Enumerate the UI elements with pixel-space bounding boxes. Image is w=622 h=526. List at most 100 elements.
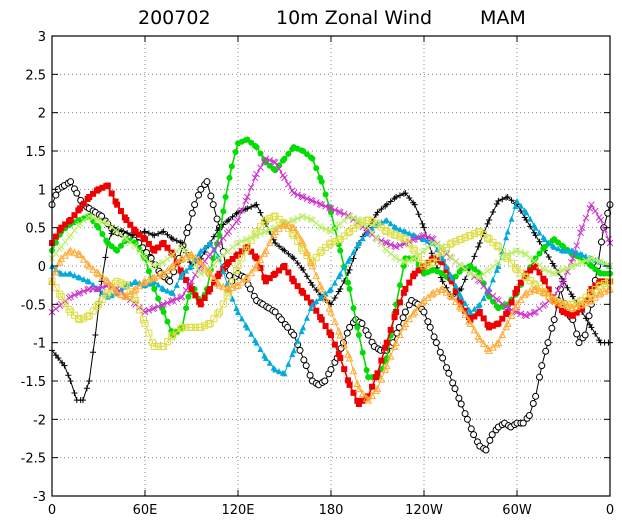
data-point — [158, 301, 166, 309]
data-point — [530, 309, 538, 316]
data-point — [294, 283, 301, 290]
data-point — [541, 288, 549, 297]
data-point — [346, 323, 354, 331]
data-point — [113, 288, 121, 297]
data-point — [480, 294, 487, 301]
data-point — [266, 156, 274, 164]
y-tick-label: -1 — [33, 337, 46, 352]
data-point — [80, 314, 88, 322]
data-point — [154, 261, 162, 268]
data-point — [207, 286, 214, 292]
data-point — [284, 323, 292, 331]
data-point — [489, 276, 496, 283]
data-point — [260, 218, 268, 226]
data-point — [158, 270, 166, 278]
data-point — [80, 397, 86, 404]
data-point — [145, 268, 152, 275]
data-point — [424, 318, 432, 326]
data-point — [160, 228, 167, 235]
data-point — [548, 295, 557, 303]
data-point — [514, 197, 520, 204]
data-point — [436, 348, 444, 356]
data-point — [457, 400, 465, 408]
data-point — [539, 288, 548, 296]
data-point — [486, 436, 494, 444]
data-point — [201, 244, 208, 251]
data-point — [470, 431, 478, 439]
data-point — [164, 244, 171, 251]
data-point — [346, 255, 353, 262]
data-point — [346, 381, 353, 388]
data-point — [241, 274, 250, 283]
data-point — [285, 250, 292, 257]
data-point — [560, 247, 567, 254]
data-point — [266, 275, 273, 282]
data-point — [383, 217, 390, 223]
data-point — [337, 355, 344, 361]
data-point — [374, 235, 381, 243]
data-point — [335, 351, 342, 358]
data-point — [420, 308, 428, 316]
data-point — [74, 290, 82, 297]
data-point — [378, 240, 385, 248]
data-point — [139, 316, 147, 324]
data-point — [197, 323, 205, 331]
data-point — [298, 193, 305, 200]
data-point — [381, 239, 389, 246]
data-point — [298, 213, 305, 221]
data-point — [177, 293, 185, 301]
data-point — [207, 240, 214, 246]
data-point — [318, 201, 326, 209]
data-point — [169, 236, 176, 243]
data-point — [576, 300, 585, 309]
data-point — [194, 191, 202, 199]
data-point — [222, 194, 229, 200]
data-point — [179, 240, 186, 246]
data-point — [387, 241, 395, 248]
data-point — [173, 237, 180, 244]
data-point — [177, 325, 185, 333]
data-point — [67, 178, 75, 186]
data-point — [363, 367, 370, 374]
data-point — [321, 377, 329, 385]
data-point — [95, 224, 102, 231]
data-point — [127, 280, 134, 287]
data-point — [103, 277, 112, 285]
data-point — [582, 257, 590, 264]
data-point — [294, 191, 302, 199]
data-point — [461, 234, 469, 242]
data-point — [262, 228, 270, 235]
data-point — [265, 238, 274, 247]
data-point — [350, 214, 357, 222]
data-point — [132, 278, 139, 285]
data-point — [511, 264, 519, 272]
data-point — [71, 212, 78, 219]
data-point — [93, 285, 101, 293]
data-point — [396, 233, 404, 241]
data-point — [507, 311, 516, 320]
data-point — [160, 309, 167, 315]
data-point — [579, 251, 586, 258]
data-point — [99, 218, 106, 225]
data-point — [80, 276, 87, 283]
data-point — [322, 323, 329, 330]
data-point — [415, 211, 422, 218]
data-point — [246, 285, 254, 293]
data-point — [448, 278, 455, 285]
data-point — [550, 296, 559, 304]
data-point — [262, 155, 270, 163]
data-point — [104, 289, 112, 297]
data-point — [142, 228, 148, 235]
data-point — [238, 207, 246, 214]
data-point — [303, 273, 310, 280]
data-point — [512, 247, 519, 255]
data-point — [355, 384, 363, 393]
data-point — [150, 304, 158, 312]
data-point — [595, 258, 603, 265]
data-point — [493, 339, 501, 348]
data-point — [182, 286, 190, 294]
data-point — [252, 202, 259, 209]
data-point — [421, 236, 427, 243]
data-point — [277, 316, 285, 324]
data-point — [318, 316, 325, 323]
